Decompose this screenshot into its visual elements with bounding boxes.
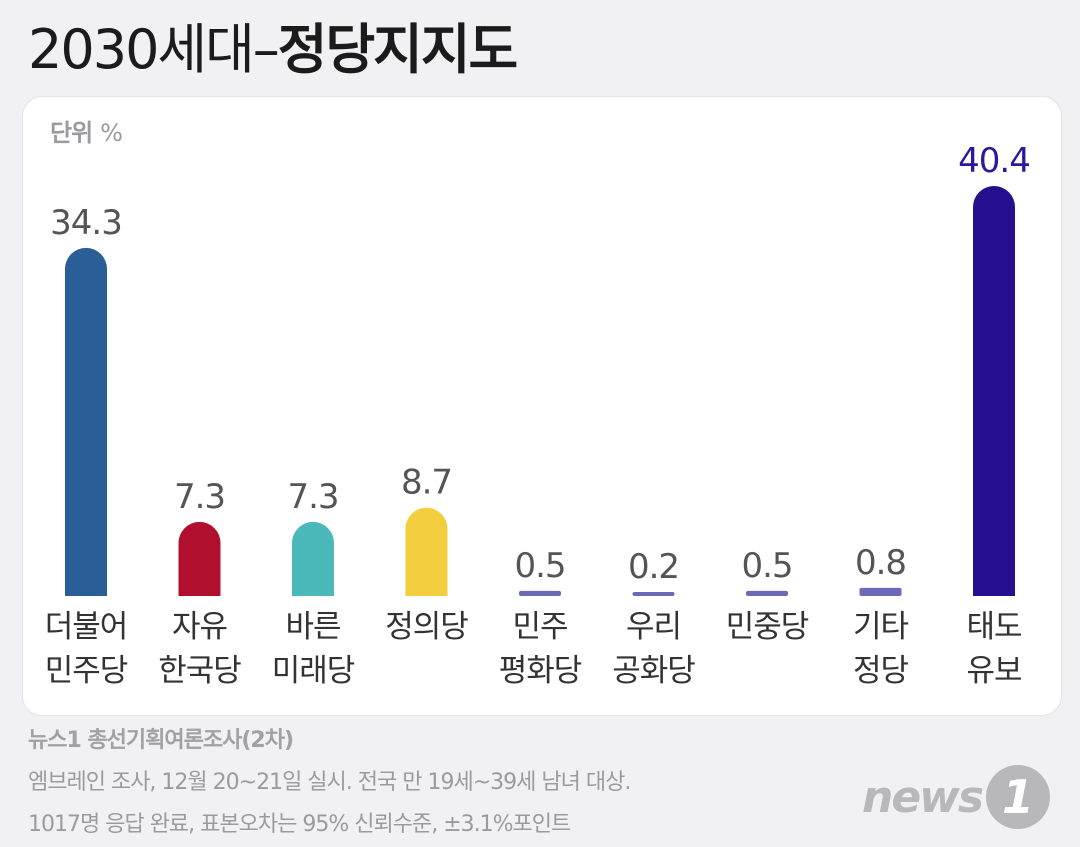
bar-2	[292, 521, 334, 596]
footer-line-1: 엠브레인 조사, 12월 20~21일 실시. 전국 만 19세~39세 남녀 …	[28, 770, 631, 795]
bar-1	[178, 521, 221, 596]
category-label-1-0: 자유	[172, 609, 227, 645]
news1-logo: news 1	[862, 765, 1051, 829]
category-label-7-0: 기타	[853, 609, 909, 645]
bar-0	[65, 247, 107, 596]
page-title: 2030세대–정당지지도	[28, 14, 518, 86]
logo-text: news	[862, 771, 984, 823]
category-label-8-0: 태도	[966, 609, 1021, 645]
unit-value: %	[100, 119, 123, 147]
category-label-2-1: 미래당	[272, 653, 355, 689]
title-part-year: 2030세대–	[28, 18, 280, 81]
category-label-1-1: 한국당	[158, 653, 241, 689]
footer-title: 뉴스1 총선기획여론조사(2차)	[28, 728, 294, 753]
category-label-4-1: 평화당	[499, 653, 582, 689]
bar-4	[519, 590, 561, 596]
category-label-5-1: 공화당	[612, 653, 695, 689]
bar-8	[973, 186, 1015, 596]
bar-7	[859, 587, 902, 596]
value-label-1: 7.3	[174, 477, 225, 517]
logo-mark-icon: 1	[986, 765, 1051, 829]
category-label-8-1: 유보	[966, 653, 1021, 689]
logo-mark-text: 1	[1002, 770, 1035, 824]
value-label-3: 8.7	[401, 463, 452, 503]
category-label-3-0: 정의당	[385, 609, 468, 645]
footer-line-2: 1017명 응답 완료, 표본오차는 95% 신뢰수준, ±3.1%포인트	[28, 812, 571, 837]
value-label-4: 0.5	[514, 546, 565, 586]
category-label-5-0: 우리	[626, 609, 681, 645]
bar-5	[632, 592, 675, 596]
title-part-topic: 정당지지도	[277, 18, 518, 81]
value-label-7: 0.8	[855, 543, 906, 583]
category-label-4-0: 민주	[512, 609, 567, 645]
category-label-6-0: 민중당	[726, 609, 809, 645]
value-label-8: 40.4	[958, 141, 1030, 181]
value-label-6: 0.5	[741, 546, 792, 586]
value-label-2: 7.3	[287, 477, 338, 517]
category-label-7-1: 정당	[853, 653, 909, 689]
bar-3	[405, 507, 448, 596]
value-label-0: 34.3	[50, 203, 122, 243]
bar-6	[746, 590, 788, 596]
chart-card	[22, 96, 1062, 716]
category-label-2-0: 바른	[285, 609, 340, 645]
category-label-0-1: 민주당	[45, 653, 128, 689]
unit-label-text: 단위	[50, 119, 93, 147]
unit-label: 단위%	[50, 113, 123, 148]
value-label-5: 0.2	[628, 547, 679, 587]
category-label-0-0: 더불어	[45, 609, 128, 645]
